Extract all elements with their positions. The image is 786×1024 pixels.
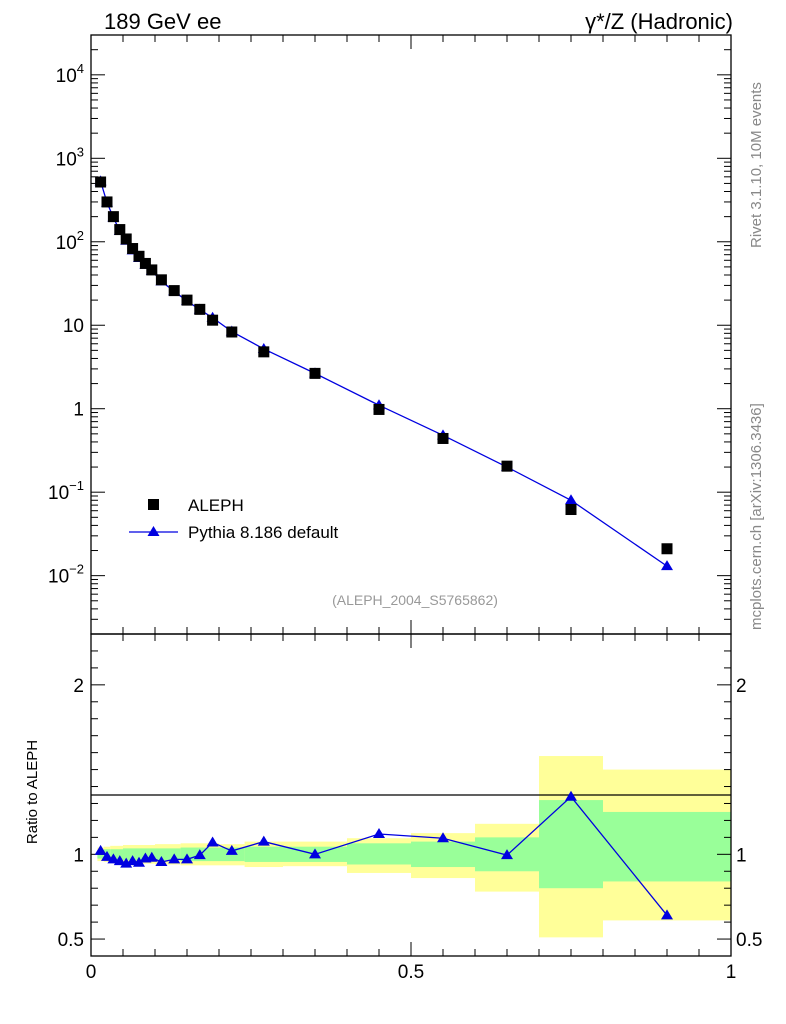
ratio-mc-point [145, 851, 158, 862]
x-tick-label: 0.5 [398, 962, 424, 983]
header-right-title: γ*/Z (Hadronic) [585, 9, 733, 34]
mcplots-label: mcplots.cern.ch [arXiv:1306.3436] [748, 403, 765, 630]
ratio-axis-ticks [90, 633, 732, 957]
band-inner [603, 811, 731, 882]
data-point [226, 326, 238, 338]
ratio-mc-point [225, 844, 238, 855]
x-tick-label: 1 [726, 962, 737, 983]
data-point [107, 211, 119, 223]
analysis-label: (ALEPH_2004_S5765862) [332, 592, 498, 608]
ratio-y-tick-label-right: 2 [736, 676, 747, 697]
data-point [661, 543, 673, 555]
ratio-mc-point [661, 909, 673, 920]
rivet-version-label: Rivet 3.1.10, 10M events [748, 82, 765, 248]
band-inner [539, 800, 603, 889]
ratio-mc-series [94, 790, 673, 920]
main-y-tick-label: 10−1 [48, 478, 84, 504]
band-inner [244, 846, 283, 862]
legend: ALEPH Pythia 8.186 default [129, 496, 339, 542]
data-point [373, 403, 385, 415]
data-point [501, 460, 513, 472]
data-point [139, 257, 151, 269]
ratio-y-tick-label-right: 0.5 [736, 930, 762, 951]
mc-point [661, 560, 673, 571]
data-point [146, 264, 158, 276]
ratio-panel: 0.5 0.51 12 2 0 0.5 1 Ratio to ALEPH [24, 633, 763, 983]
data-point [181, 294, 193, 306]
main-y-tick-label: 10−2 [48, 562, 84, 588]
ratio-mc-point [309, 848, 321, 859]
ratio-mc-point [94, 844, 107, 855]
ratio-mc-point [155, 855, 168, 866]
main-y-tick-label: 104 [56, 61, 84, 87]
data-point [155, 274, 167, 286]
ratio-mc-point [113, 855, 126, 866]
x-tick-label: 0 [86, 962, 97, 983]
ratio-mc-point [168, 853, 181, 864]
ratio-mc-point [373, 827, 385, 838]
mc-point [565, 494, 577, 505]
main-y-tick-label: 10 [63, 316, 84, 337]
ratio-mc-point [133, 856, 145, 867]
mc-line [99, 181, 668, 567]
data-point [133, 250, 145, 262]
main-y-tick-labels: 10−2 10−1 1 10 102 103 104 [48, 61, 84, 588]
ratio-y-axis-label: Ratio to ALEPH [24, 740, 41, 844]
data-point [258, 346, 270, 358]
legend-label-pythia: Pythia 8.186 default [188, 523, 339, 542]
ratio-mc-point [565, 790, 577, 801]
mc-series [94, 175, 673, 571]
ratio-mc-point [206, 836, 219, 847]
ratio-mc-point [437, 832, 449, 843]
data-point [127, 243, 139, 255]
ratio-mc-point [101, 850, 113, 861]
ratio-mc-point [501, 849, 513, 860]
ratio-mc-point [120, 857, 133, 868]
main-axis-ticks [90, 34, 732, 635]
header-left-title: 189 GeV ee [104, 9, 221, 34]
ratio-y-tick-label-right: 1 [736, 845, 747, 866]
main-panel: 10−2 10−1 1 10 102 103 104 (ALEPH_2004_S576586… [48, 34, 732, 635]
band-inner [110, 849, 123, 860]
band-inner [347, 843, 411, 865]
band-inner [155, 848, 181, 861]
data-point [114, 224, 126, 236]
ratio-y-tick-labels: 0.5 0.5 1 1 2 2 [58, 676, 763, 951]
legend-marker-aleph [148, 499, 159, 510]
data-point [168, 285, 180, 297]
ratio-y-tick-label-left: 2 [73, 676, 84, 697]
data-point [437, 432, 449, 444]
legend-label-aleph: ALEPH [188, 496, 244, 515]
data-series [95, 176, 673, 555]
data-point [101, 196, 113, 208]
ratio-y-tick-label-left: 0.5 [58, 930, 84, 951]
ratio-mc-point [193, 849, 206, 860]
main-y-tick-label: 103 [56, 144, 84, 170]
data-point [207, 314, 219, 326]
data-point [565, 504, 577, 516]
main-y-tick-label: 1 [73, 400, 84, 421]
data-point [309, 367, 321, 379]
band-inner [123, 848, 155, 861]
ratio-mc-point [257, 835, 270, 846]
band-inner [411, 841, 475, 868]
data-point [120, 233, 132, 245]
data-point [194, 303, 206, 315]
legend-marker-pythia [147, 526, 160, 536]
ratio-mc-point [181, 853, 193, 864]
ratio-y-tick-label-left: 1 [73, 845, 84, 866]
main-y-tick-label: 102 [56, 228, 84, 254]
uncertainty-bands [97, 756, 731, 938]
data-point [95, 176, 107, 188]
ratio-frame [90, 633, 732, 957]
x-tick-labels: 0 0.5 1 [86, 962, 737, 983]
